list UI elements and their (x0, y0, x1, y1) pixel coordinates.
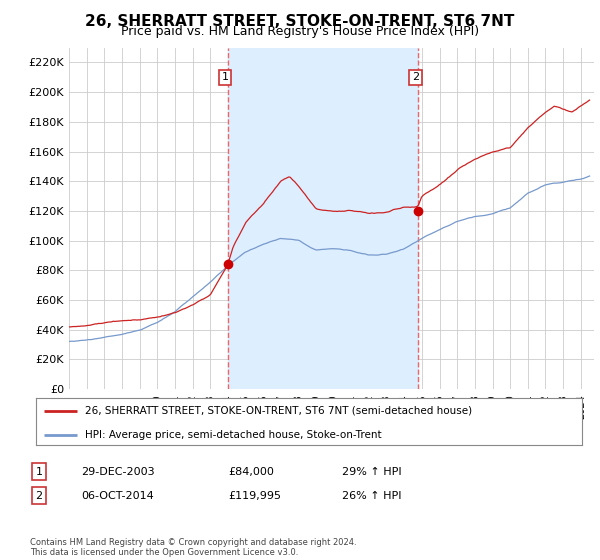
Text: £84,000: £84,000 (228, 466, 274, 477)
Text: £119,995: £119,995 (228, 491, 281, 501)
Text: 26, SHERRATT STREET, STOKE-ON-TRENT, ST6 7NT (semi-detached house): 26, SHERRATT STREET, STOKE-ON-TRENT, ST6… (85, 406, 472, 416)
Text: 29-DEC-2003: 29-DEC-2003 (81, 466, 155, 477)
Text: 1: 1 (221, 72, 229, 82)
Text: 26% ↑ HPI: 26% ↑ HPI (342, 491, 401, 501)
Text: 29% ↑ HPI: 29% ↑ HPI (342, 466, 401, 477)
Bar (227, 48, 418, 389)
Text: 1: 1 (35, 466, 43, 477)
Text: 06-OCT-2014: 06-OCT-2014 (81, 491, 154, 501)
Text: HPI: Average price, semi-detached house, Stoke-on-Trent: HPI: Average price, semi-detached house,… (85, 430, 382, 440)
Text: 2: 2 (35, 491, 43, 501)
Text: 26, SHERRATT STREET, STOKE-ON-TRENT, ST6 7NT: 26, SHERRATT STREET, STOKE-ON-TRENT, ST6… (85, 14, 515, 29)
Text: Price paid vs. HM Land Registry's House Price Index (HPI): Price paid vs. HM Land Registry's House … (121, 25, 479, 38)
Text: Contains HM Land Registry data © Crown copyright and database right 2024.
This d: Contains HM Land Registry data © Crown c… (30, 538, 356, 557)
Text: 2: 2 (412, 72, 419, 82)
